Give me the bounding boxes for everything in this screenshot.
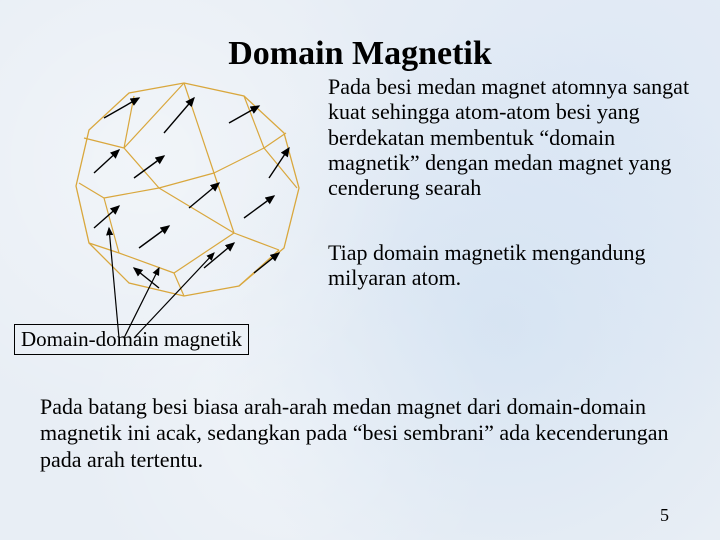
domain-diagram-svg	[64, 78, 324, 348]
paragraph-2: Tiap domain magnetik mengandung milyaran…	[328, 240, 690, 291]
domain-diagram	[64, 78, 304, 303]
diagram-caption: Domain-domain magnetik	[14, 324, 249, 355]
paragraph-3: Pada batang besi biasa arah-arah medan m…	[40, 394, 680, 473]
page-number: 5	[660, 505, 669, 526]
paragraph-1: Pada besi medan magnet atomnya sangat ku…	[328, 74, 690, 200]
page-title: Domain Magnetik	[0, 35, 720, 73]
